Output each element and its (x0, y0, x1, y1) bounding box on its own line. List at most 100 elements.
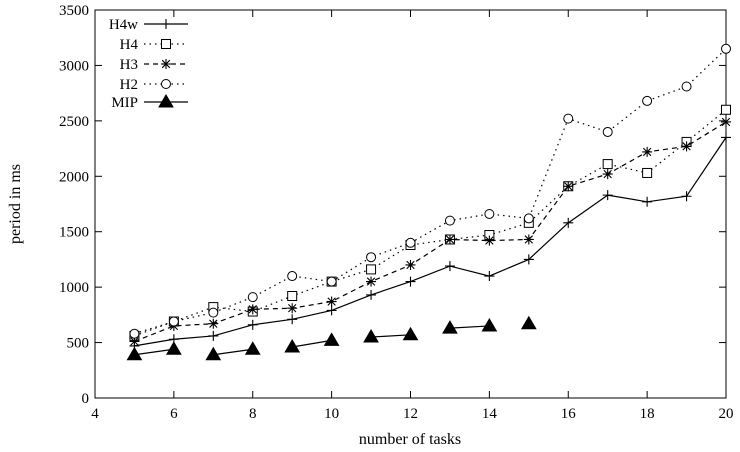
y-tick-label: 0 (82, 391, 90, 407)
data-point (602, 126, 613, 137)
data-point (602, 169, 613, 180)
y-axis-title: period in ms (7, 164, 24, 244)
series-line-segment (213, 348, 253, 356)
data-point (484, 235, 495, 246)
data-point (166, 341, 182, 355)
series-h2 (129, 43, 731, 339)
series-mip (126, 315, 537, 361)
data-point (287, 314, 298, 325)
data-point (681, 81, 692, 92)
series-h4w (129, 132, 731, 351)
y-tick-label: 2000 (59, 169, 89, 185)
legend-marker (161, 79, 171, 89)
data-point (326, 276, 337, 287)
x-tick-label: 4 (91, 406, 99, 422)
x-axis-title: number of tasks (359, 431, 461, 448)
data-point (563, 217, 574, 228)
data-point (523, 254, 534, 265)
y-tick-label: 1500 (59, 225, 89, 241)
x-tick-label: 18 (640, 406, 655, 422)
legend-item: H4 (120, 37, 188, 53)
axis-ticks: 4 6 8 10 12 14 16 18 20 0 500 1000 1500 2000 2500 3000 3… (59, 3, 734, 422)
legend-marker (161, 39, 171, 49)
data-point (405, 276, 416, 287)
data-point (563, 113, 574, 124)
series-h4 (129, 104, 731, 341)
data-point (602, 159, 613, 170)
legend-label: H4w (109, 17, 138, 33)
x-tick-label: 14 (482, 406, 498, 422)
legend: H4w H4 H3 H2 MIP (109, 17, 188, 111)
data-point (405, 237, 416, 248)
data-point (481, 317, 498, 332)
data-point (366, 264, 377, 275)
y-tick-label: 3000 (59, 58, 89, 74)
data-point (602, 190, 613, 201)
data-point (642, 146, 653, 157)
data-point (642, 95, 653, 106)
legend-item: MIP (111, 94, 188, 111)
data-point (721, 116, 731, 127)
data-point (681, 191, 692, 202)
data-point (168, 316, 179, 327)
data-point (721, 104, 731, 115)
legend-item: H4w (109, 17, 188, 33)
x-tick-label: 6 (170, 406, 178, 422)
y-tick-label: 500 (67, 336, 90, 352)
data-point (247, 292, 258, 303)
x-tick-label: 20 (719, 406, 734, 422)
series-line-segment (371, 334, 411, 338)
series-line-segment (449, 325, 490, 329)
data-point (681, 141, 692, 152)
data-point (247, 319, 258, 330)
x-tick-label: 10 (324, 406, 339, 422)
y-tick-label: 1000 (59, 280, 89, 296)
legend-label: H2 (120, 77, 138, 93)
legend-marker (161, 59, 171, 69)
legend-item: H3 (120, 57, 188, 73)
legend-item: H2 (120, 77, 188, 93)
legend-label: MIP (111, 95, 138, 111)
data-point (523, 213, 534, 224)
data-point (484, 271, 495, 282)
data-point (208, 318, 219, 329)
data-point (363, 329, 379, 343)
data-point (721, 132, 731, 143)
data-point (126, 346, 143, 361)
data-point (247, 304, 258, 315)
data-point (721, 43, 731, 54)
series-layer (126, 43, 731, 361)
y-tick-label: 3500 (59, 3, 89, 19)
data-point (326, 305, 337, 316)
data-point (444, 234, 455, 245)
data-point (405, 259, 416, 270)
legend-marker (161, 19, 171, 29)
x-tick-label: 12 (403, 406, 418, 422)
data-point (523, 234, 534, 245)
series-line (134, 121, 727, 343)
data-point (642, 167, 653, 178)
legend-label: H4 (120, 37, 139, 53)
data-point (366, 252, 377, 263)
legend-label: H3 (120, 57, 138, 73)
series-line-segment (134, 348, 174, 356)
data-point (366, 289, 377, 300)
data-point (444, 215, 455, 226)
x-tick-label: 8 (249, 406, 257, 422)
data-point (366, 276, 377, 287)
y-tick-label: 2500 (59, 114, 89, 130)
data-point (442, 320, 458, 334)
data-point (287, 291, 298, 302)
data-point (129, 328, 140, 339)
data-point (444, 261, 455, 272)
data-point (287, 271, 298, 282)
series-line (134, 48, 727, 335)
data-point (563, 181, 574, 192)
data-point (326, 296, 337, 307)
data-point (205, 346, 222, 361)
data-point (208, 307, 219, 318)
data-point (520, 315, 537, 330)
data-point (208, 330, 219, 341)
series-line (134, 137, 727, 347)
